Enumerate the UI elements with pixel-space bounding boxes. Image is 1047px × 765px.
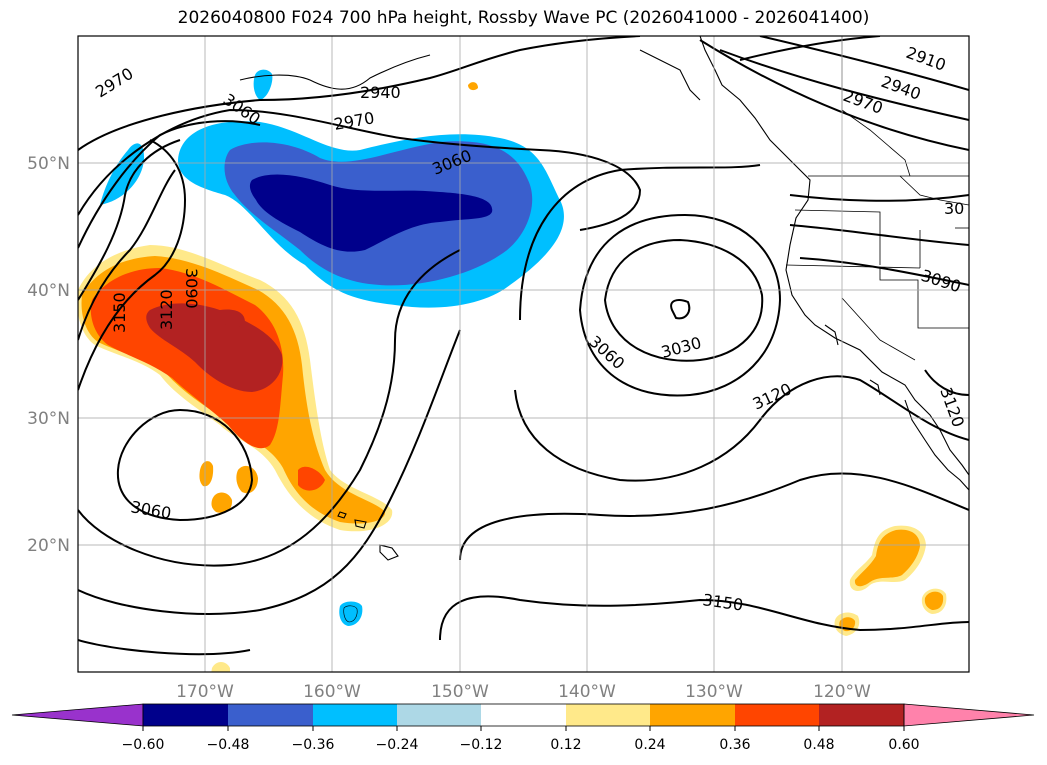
colorbar-segment	[650, 704, 735, 726]
colorbar-segment	[819, 704, 904, 726]
lat-label-50n: 50°N	[27, 154, 70, 174]
colorbar-segment	[228, 704, 313, 726]
colorbar-segment	[143, 704, 228, 726]
graticule	[78, 36, 969, 672]
contour-label: 2940	[360, 83, 401, 102]
colorbar: −0.60 −0.48 −0.36 −0.24 −0.12 0.12 0.24 …	[11, 703, 1035, 753]
lon-label-150w: 150°W	[431, 682, 489, 702]
colorbar-segment	[397, 704, 481, 726]
colorbar-tick-label: 0.12	[550, 737, 581, 753]
colorbar-extend-low	[11, 703, 144, 727]
colorbar-tick-label: −0.60	[122, 737, 165, 753]
contour-label: 3120	[157, 289, 176, 330]
longitude-labels: 170°W 160°W 150°W 140°W 130°W 120°W	[176, 682, 871, 702]
negative-anomaly-field	[100, 69, 564, 626]
height-contours	[78, 36, 969, 656]
colorbar-segment	[313, 704, 397, 726]
colorbar-tick-label: 0.36	[719, 737, 750, 753]
colorbar-tick-label: −0.48	[207, 737, 250, 753]
colorbar-segment	[481, 704, 566, 726]
contour-label: 3150	[110, 292, 129, 333]
positive-anomaly-field	[78, 82, 947, 672]
map-title: 2026040800 F024 700 hPa height, Rossby W…	[177, 8, 870, 28]
colorbar-tick-label: 0.60	[888, 737, 919, 753]
colorbar-tick-label: 0.24	[634, 737, 665, 753]
lon-label-120w: 120°W	[813, 682, 871, 702]
colorbar-extend-high	[903, 703, 1035, 727]
colorbar-tick-label: 0.48	[803, 737, 834, 753]
colorbar-segment	[735, 704, 819, 726]
latitude-labels: 50°N 40°N 30°N 20°N	[27, 154, 70, 556]
colorbar-tick-label: −0.24	[376, 737, 419, 753]
lon-label-160w: 160°W	[303, 682, 361, 702]
lat-label-40n: 40°N	[27, 281, 70, 301]
colorbar-tick-label: −0.12	[460, 737, 503, 753]
colorbar-tick-label: −0.36	[292, 737, 335, 753]
contour-label: 30	[944, 199, 964, 218]
lon-label-130w: 130°W	[685, 682, 743, 702]
lon-label-140w: 140°W	[558, 682, 616, 702]
colorbar-ticks	[142, 726, 905, 731]
contour-label: 3090	[182, 268, 201, 309]
map-frame	[77, 35, 970, 673]
lat-label-30n: 30°N	[27, 409, 70, 429]
colorbar-segment	[566, 704, 650, 726]
lon-label-170w: 170°W	[176, 682, 234, 702]
lat-label-20n: 20°N	[27, 536, 70, 556]
